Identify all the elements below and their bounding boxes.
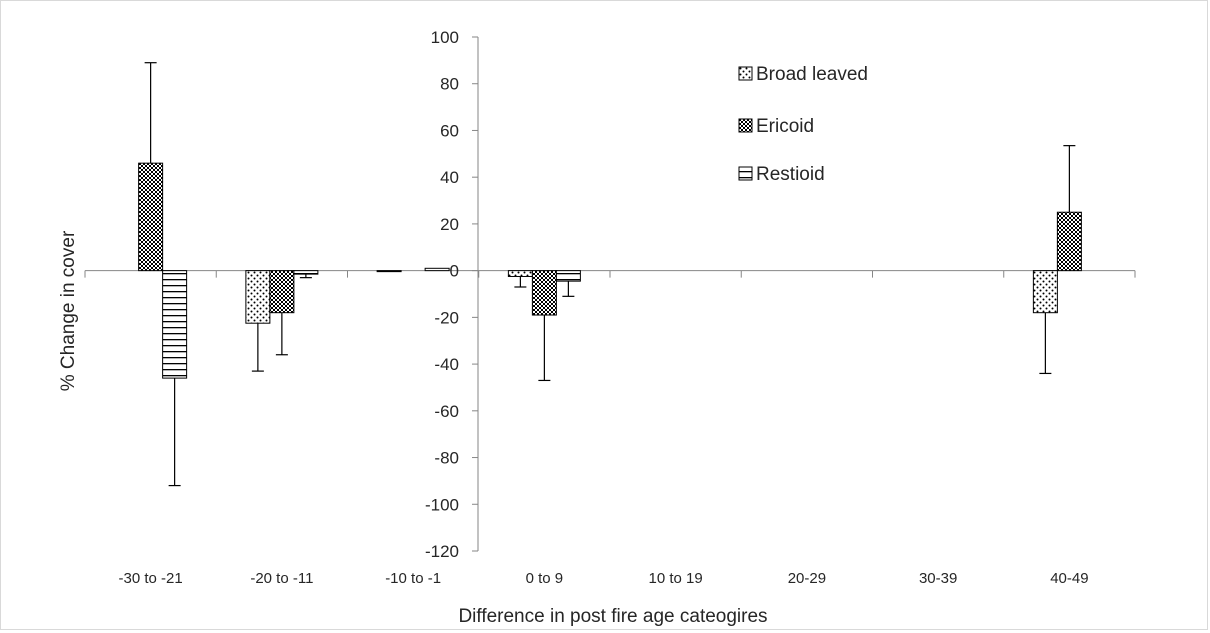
legend-label-restioid: Restioid — [756, 164, 825, 185]
y-tick-label: -40 — [434, 355, 459, 374]
legend-label-broad-leaved: Broad leaved — [756, 64, 868, 85]
x-tick-label: 40-49 — [1050, 570, 1088, 587]
x-tick-label: 0 to 9 — [526, 570, 564, 587]
x-tick-label: -30 to -21 — [119, 570, 183, 587]
bar-restioid — [162, 270, 188, 379]
y-tick-label: 100 — [431, 28, 459, 47]
legend-swatch-broad-leaved — [738, 66, 753, 81]
bar-restioid — [293, 270, 319, 275]
bar-broad-leaved — [507, 270, 533, 277]
y-tick-label: 40 — [440, 168, 459, 187]
y-tick-label: -80 — [434, 449, 459, 468]
bar-broad-leaved — [245, 270, 271, 324]
legend-swatch-ericoid — [738, 118, 753, 133]
bar-restioid — [424, 267, 450, 272]
bar-ericoid — [1056, 211, 1082, 272]
x-tick-label: 20-29 — [788, 570, 826, 587]
y-tick-label: 0 — [450, 262, 459, 281]
legend: Broad leaved Ericoid Restioid — [738, 64, 868, 185]
y-tick-label: 80 — [440, 75, 459, 94]
y-tick-label: -120 — [425, 542, 459, 561]
y-tick-label: -60 — [434, 402, 459, 421]
y-axis-title: % Change in cover — [58, 230, 79, 391]
bar-broad-leaved — [376, 270, 402, 273]
bars — [138, 62, 1082, 487]
x-tick-label: -20 to -11 — [250, 570, 313, 587]
tick-labels: 100 80 60 40 20 0 -20 -40 -60 -80 -100 -120 -30 to -… — [119, 28, 1089, 587]
bar-restioid — [555, 270, 581, 282]
y-tick-label: -20 — [434, 308, 459, 327]
x-tick-label: -10 to -1 — [385, 570, 441, 587]
x-tick-label: 30-39 — [919, 570, 957, 587]
legend-swatch-restioid — [738, 166, 753, 181]
axes — [84, 36, 1136, 552]
bar-broad-leaved — [1032, 270, 1058, 314]
bar-ericoid — [269, 270, 295, 314]
bar-ericoid — [138, 162, 164, 272]
y-tick-label: -100 — [425, 495, 459, 514]
y-tick-label: 20 — [440, 215, 459, 234]
x-axis-title: Difference in post fire age cateogires — [458, 606, 767, 627]
bar-ericoid — [531, 270, 557, 316]
y-tick-label: 60 — [440, 121, 459, 140]
x-tick-label: 10 to 19 — [649, 570, 703, 587]
legend-label-ericoid: Ericoid — [756, 116, 814, 137]
